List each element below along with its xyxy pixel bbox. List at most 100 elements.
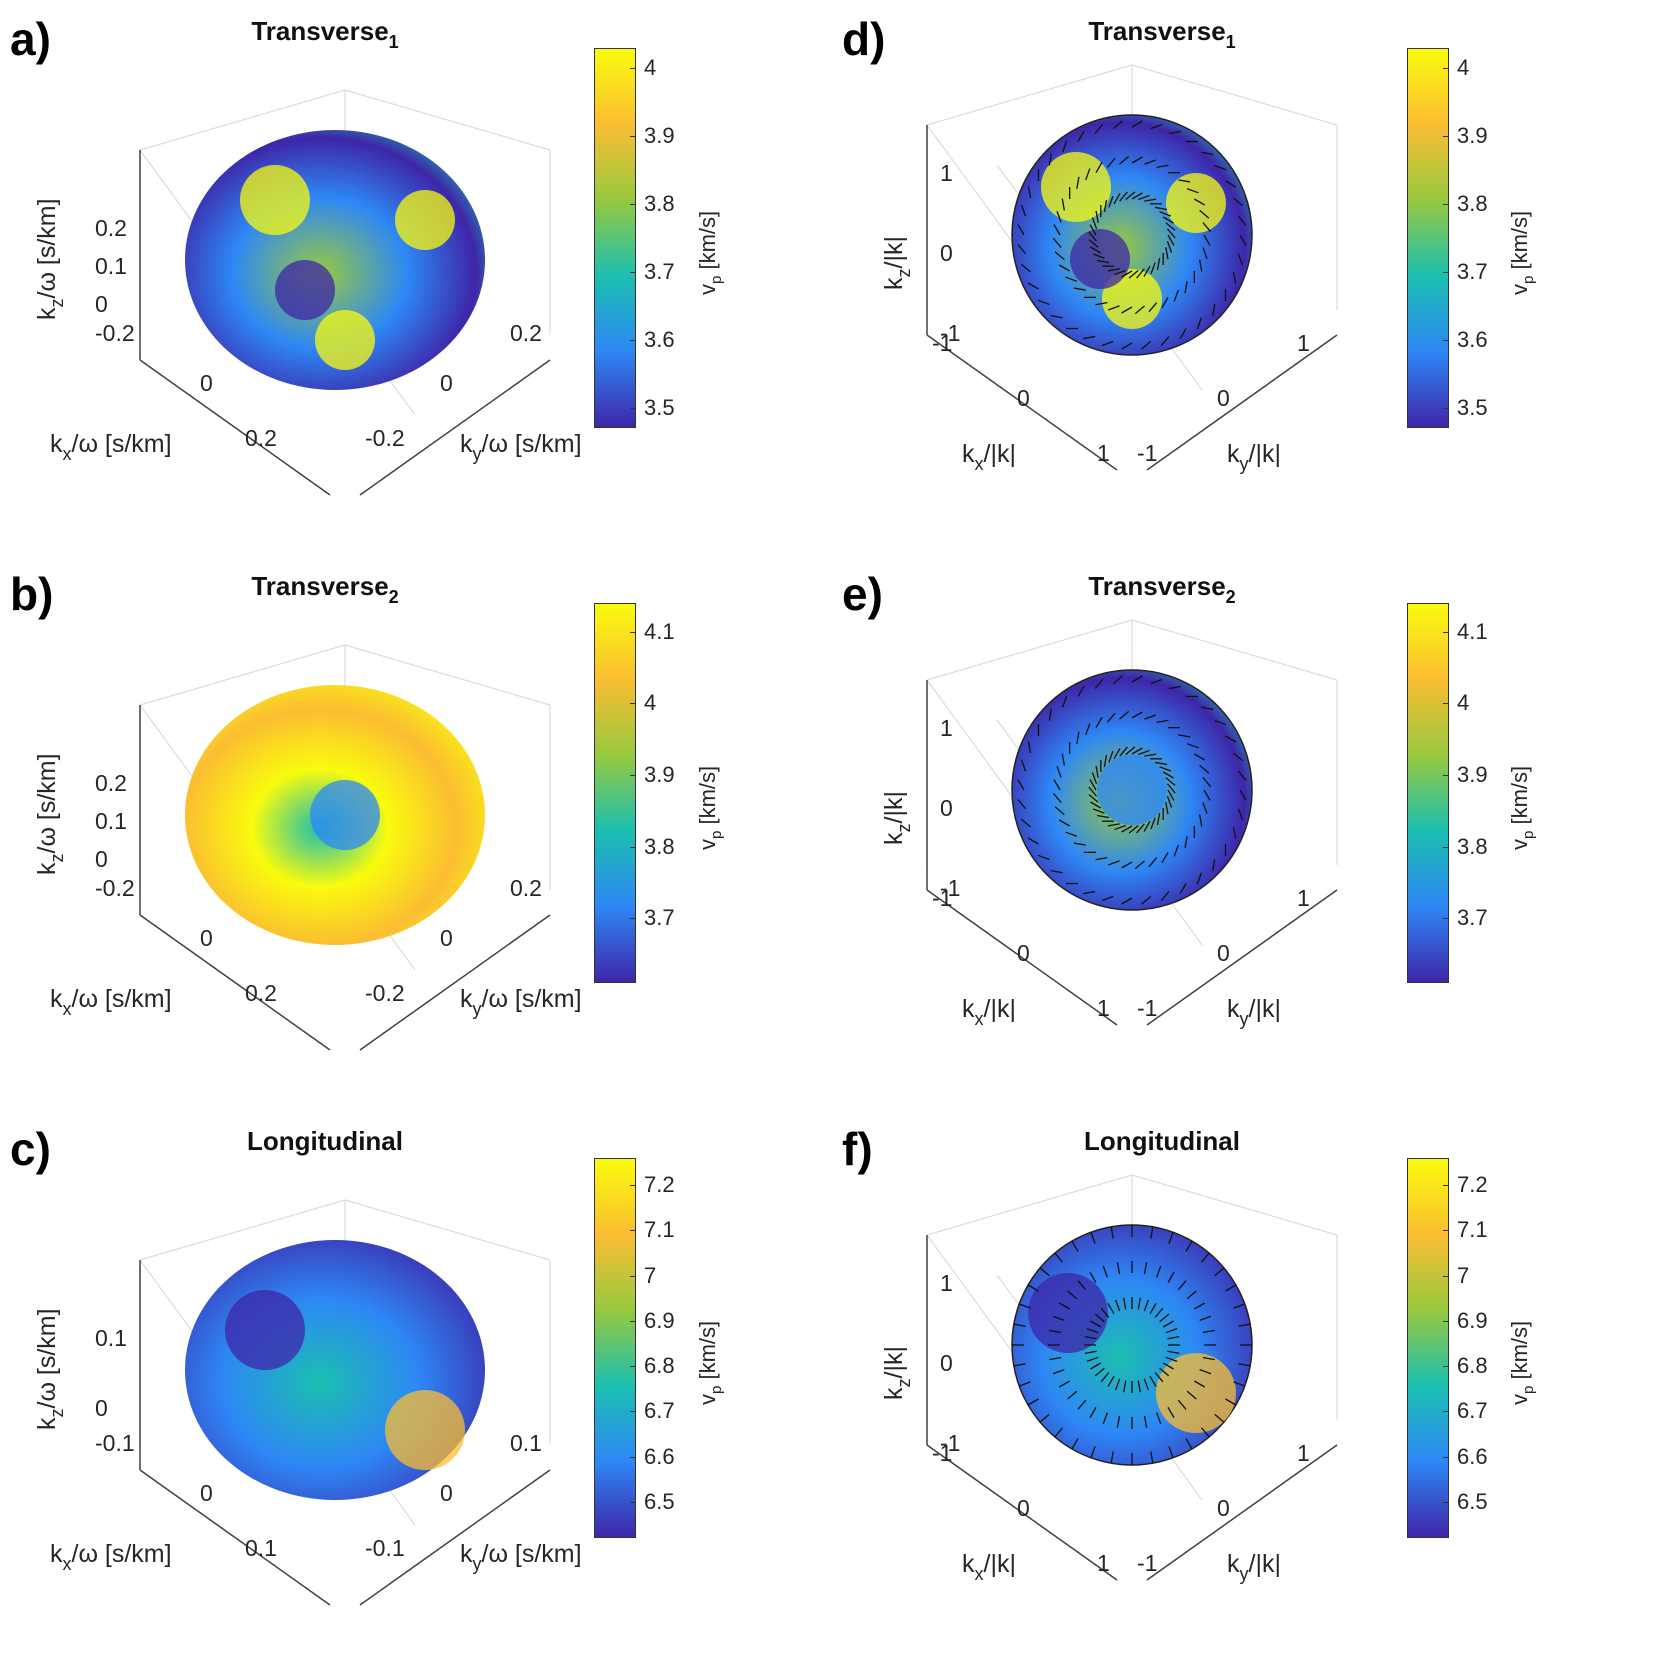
z-tick-label: -1: [940, 875, 961, 901]
colorbar-label: vp [km/s]: [1507, 211, 1537, 295]
arrow: [1225, 1284, 1237, 1292]
arrow: [1125, 191, 1136, 201]
arrow: [1159, 1367, 1170, 1377]
x-axis-label-rest: /ω [s/km]: [71, 1540, 172, 1568]
colorbar-tick-label: 6.9: [1457, 1307, 1488, 1333]
x-axis-label: kx/ω [s/km]: [50, 985, 172, 1019]
arrow: [1166, 796, 1173, 808]
colorbar-label: vp [km/s]: [695, 1321, 725, 1405]
arrow: [1141, 895, 1152, 905]
arrow: [1185, 1438, 1193, 1450]
panel-letter: b): [10, 568, 54, 620]
z-tick-label: 0: [95, 846, 108, 872]
arrow: [1096, 259, 1109, 264]
y-tick-label: -1: [1137, 1550, 1158, 1576]
arrow: [1144, 159, 1157, 165]
y-tick-label: 0: [1217, 385, 1230, 411]
arrow: [1162, 771, 1174, 779]
arrow: [1107, 823, 1120, 827]
arrow: [1094, 1313, 1105, 1323]
arrow: [1144, 714, 1157, 720]
arrow: [1214, 1413, 1225, 1423]
arrow: [1086, 1327, 1099, 1334]
x-tick-label: 0.2: [245, 425, 277, 451]
x-axis-label-rest: /|k|: [983, 440, 1016, 468]
x-tick-label: 0: [1017, 385, 1030, 411]
arrow: [1077, 1399, 1087, 1410]
y-tick-label: -1: [1137, 440, 1158, 466]
z-tick-label: 1: [940, 1270, 953, 1296]
z-axis-label-rest: /|k|: [880, 791, 908, 824]
z-axis-label: kz/ω [s/km]: [33, 198, 67, 320]
chart-panel: e) Transverse2 1 0 -1 -1 0 1 -1 0 1 kx/|k| ky/|k| kz/…: [832, 555, 1662, 1110]
arrow: [1186, 188, 1199, 194]
polarization-arrows: [1017, 120, 1247, 350]
arrow: [1202, 802, 1208, 815]
arrow: [1237, 253, 1244, 266]
arrow: [1107, 1303, 1115, 1315]
z-axis-label-rest: /|k|: [880, 236, 908, 269]
arrow: [1156, 258, 1161, 271]
arrow: [1239, 789, 1247, 801]
colorbar: [1407, 603, 1449, 983]
chart-panel: c) Longitudinal 0.1 0 -0.1 0 0.1 -0.1 0 0.1 kx/ω […: [0, 1110, 830, 1665]
arrow: [1054, 1427, 1064, 1438]
colorbar-label-subscript: p: [708, 275, 725, 284]
y-tick-label: 1: [1297, 1440, 1310, 1466]
arrow: [1112, 675, 1123, 685]
arrow: [1107, 1375, 1115, 1387]
arrow: [1089, 1271, 1097, 1283]
y-axis-label-base: k: [460, 985, 473, 1013]
colorbar-tick-mark: [1443, 339, 1449, 341]
arrow: [1101, 895, 1114, 902]
arrow: [1053, 779, 1061, 791]
colorbar-tick-mark: [630, 1320, 636, 1322]
z-tick-label: 0: [940, 795, 953, 821]
arrow: [1148, 302, 1158, 313]
arrow: [1162, 1362, 1174, 1370]
colorbar-tick-label: 4: [1457, 55, 1470, 81]
z-tick-label: 0: [95, 291, 108, 317]
colorbar-tick-mark: [1443, 1366, 1449, 1368]
arrow: [1239, 234, 1247, 246]
arrow: [1100, 1307, 1110, 1318]
y-axis-label: ky/|k|: [1227, 995, 1281, 1029]
arrow: [1150, 678, 1163, 685]
x-tick-label: -1: [932, 885, 953, 911]
x-tick-label: 0: [1017, 1495, 1030, 1521]
z-tick-label: 1: [940, 715, 953, 741]
arrow: [1017, 244, 1027, 255]
colorbar: [1407, 48, 1449, 428]
arrow: [1212, 304, 1216, 317]
arrow: [1128, 269, 1139, 279]
y-axis-label-subscript: y: [472, 444, 482, 464]
arrow: [1225, 180, 1237, 188]
x-axis-label-base: k: [50, 1540, 63, 1568]
arrow: [1201, 706, 1214, 710]
z-axis-label: kz/ω [s/km]: [33, 753, 67, 875]
z-axis-label-base: k: [880, 1387, 908, 1401]
arrow: [1199, 209, 1210, 219]
arrow: [1090, 801, 1102, 809]
arrow: [1159, 211, 1172, 217]
velocity-surface: [185, 130, 485, 390]
z-tick-label: 0.2: [95, 215, 127, 241]
colorbar-label: vp [km/s]: [1507, 766, 1537, 850]
z-tick-label: 0.1: [95, 808, 127, 834]
arrow: [1112, 120, 1123, 130]
arrow: [1168, 1446, 1174, 1458]
arrow: [1143, 1415, 1148, 1428]
arrow: [1017, 779, 1025, 791]
colorbar-tick-mark: [1443, 631, 1449, 633]
arrow: [1149, 1375, 1157, 1387]
colorbar-tick-label: 3.8: [644, 833, 675, 859]
arrow: [1194, 753, 1206, 761]
arrow: [1184, 836, 1188, 849]
arrow: [1177, 1399, 1187, 1410]
arrow: [1233, 197, 1244, 207]
plot-area: [926, 619, 1338, 1026]
arrow: [1017, 799, 1027, 810]
velocity-surface: [185, 1240, 485, 1500]
arrow: [1094, 123, 1104, 134]
arrow: [1136, 268, 1145, 279]
